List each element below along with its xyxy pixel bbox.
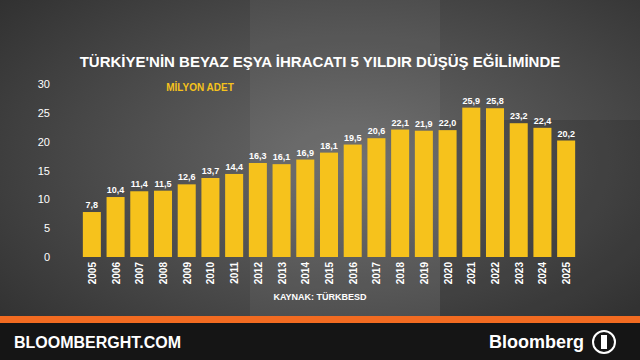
bar xyxy=(439,130,457,257)
bar xyxy=(154,191,172,257)
data-label: 20,6 xyxy=(368,126,386,136)
x-tick-label: 2007 xyxy=(134,262,145,285)
x-tick-label: 2018 xyxy=(395,262,406,285)
bar xyxy=(130,191,148,257)
x-tick-label: 2020 xyxy=(443,262,454,285)
y-tick-label: 0 xyxy=(44,251,50,263)
x-tick-label: 2013 xyxy=(277,262,288,285)
y-tick-label: 10 xyxy=(38,193,50,205)
x-tick-label: 2015 xyxy=(324,262,335,285)
data-label: 10,4 xyxy=(107,185,125,195)
bar xyxy=(296,160,314,257)
y-tick-label: 5 xyxy=(44,222,50,234)
x-tick-label: 2019 xyxy=(419,262,430,285)
x-tick-label: 2024 xyxy=(537,262,548,285)
bar xyxy=(557,141,575,257)
source: KAYNAK: TÜRKBESD xyxy=(273,292,367,302)
bar xyxy=(462,108,480,257)
x-tick-label: 2025 xyxy=(561,262,572,285)
x-tick-label: 2005 xyxy=(87,262,98,285)
y-tick-label: 30 xyxy=(38,78,50,90)
bar xyxy=(107,197,125,257)
footer-brand: Bloomberg xyxy=(489,332,584,352)
data-label: 16,1 xyxy=(273,152,291,162)
background xyxy=(0,0,640,360)
data-label: 13,7 xyxy=(202,166,220,176)
y-tick-label: 20 xyxy=(38,136,50,148)
bar xyxy=(201,178,219,257)
bar xyxy=(320,153,338,257)
x-tick-label: 2023 xyxy=(514,262,525,285)
x-tick-label: 2022 xyxy=(490,262,501,285)
bar xyxy=(249,163,267,257)
x-tick-label: 2011 xyxy=(229,262,240,284)
x-tick-label: 2021 xyxy=(466,262,477,285)
bar xyxy=(273,164,291,257)
chart: TÜRKİYE'NİN BEYAZ EŞYA İHRACATI 5 YILDIR… xyxy=(0,0,640,360)
bar xyxy=(83,212,101,257)
bar xyxy=(367,138,385,257)
bars xyxy=(83,108,575,257)
data-label: 11,4 xyxy=(131,179,148,189)
data-label: 22,4 xyxy=(534,116,552,126)
footer xyxy=(0,323,640,360)
bar xyxy=(415,131,433,257)
x-tick-label: 2006 xyxy=(111,262,122,285)
data-label: 18,1 xyxy=(320,141,338,151)
title: TÜRKİYE'NİN BEYAZ EŞYA İHRACATI 5 YILDIR… xyxy=(80,53,561,70)
data-label: 20,2 xyxy=(557,129,575,139)
data-label: 25,9 xyxy=(463,96,481,106)
footer-site: BLOOMBERGHT.COM xyxy=(14,334,181,351)
data-label: 25,8 xyxy=(486,96,504,106)
x-tick-label: 2012 xyxy=(253,262,264,285)
bar xyxy=(510,123,528,257)
data-label: 23,2 xyxy=(510,111,528,121)
x-tick-label: 2009 xyxy=(182,262,193,285)
data-label: 14,4 xyxy=(225,162,243,172)
data-label: 19,5 xyxy=(344,133,362,143)
bar xyxy=(391,130,409,257)
data-label: 12,6 xyxy=(178,172,196,182)
x-tick-label: 2008 xyxy=(158,262,169,285)
x-tick-label: 2016 xyxy=(348,262,359,285)
footer-stripe xyxy=(0,316,640,323)
bar xyxy=(225,174,243,257)
bg-shape xyxy=(250,0,440,316)
data-label: 16,9 xyxy=(297,148,315,158)
data-label: 11,5 xyxy=(154,179,171,189)
data-label: 16,3 xyxy=(249,151,267,161)
y-tick-label: 15 xyxy=(38,165,50,177)
subtitle: MİLYON ADET xyxy=(166,81,234,93)
x-tick-label: 2010 xyxy=(205,262,216,285)
x-tick-label: 2014 xyxy=(300,262,311,285)
data-label: 22,1 xyxy=(391,118,409,128)
y-tick-label: 25 xyxy=(38,107,50,119)
x-tick-label: 2017 xyxy=(371,262,382,285)
bar xyxy=(344,145,362,257)
data-label: 22,0 xyxy=(439,118,457,128)
bar xyxy=(486,108,504,257)
bar xyxy=(178,184,196,257)
data-label: 21,9 xyxy=(415,119,433,129)
data-label: 7,8 xyxy=(86,200,99,210)
logo xyxy=(593,331,615,353)
bar xyxy=(533,128,551,257)
logo xyxy=(601,335,607,349)
